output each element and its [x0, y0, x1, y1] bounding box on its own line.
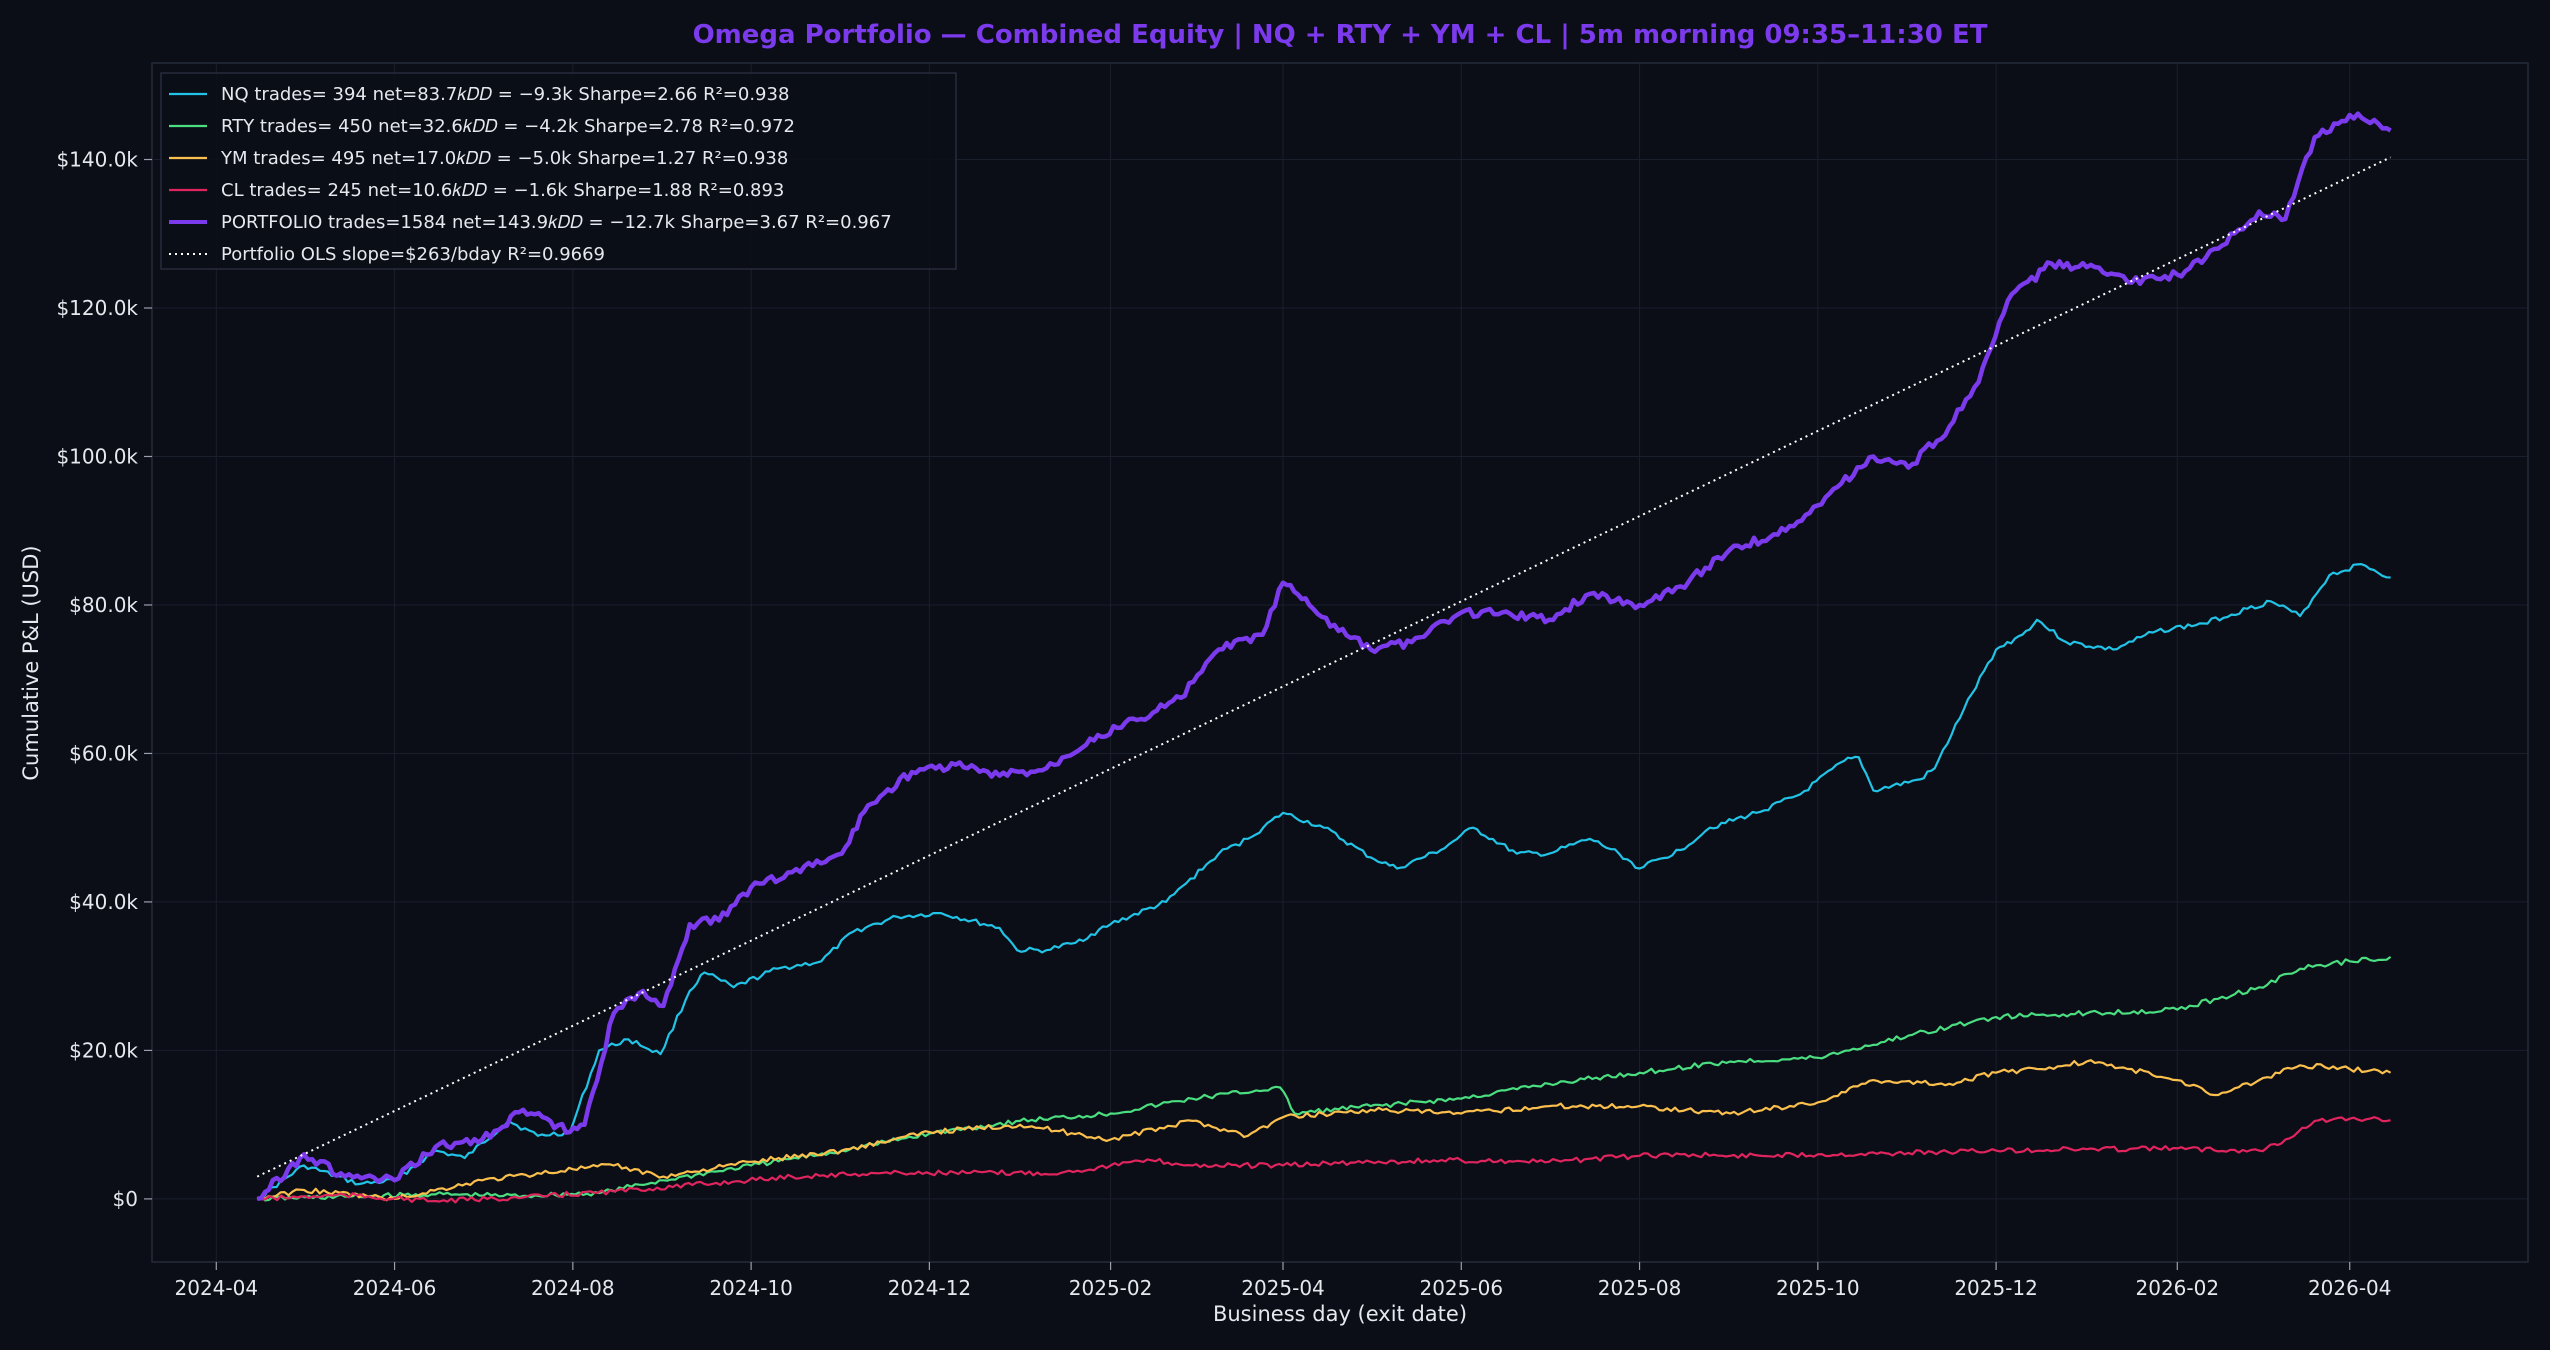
x-tick-label: 2024-04: [175, 1276, 259, 1300]
x-tick-label: 2025-10: [1776, 1276, 1860, 1300]
y-tick-label: $40.0k: [69, 890, 138, 914]
x-axis-label: Business day (exit date): [1213, 1302, 1467, 1326]
legend-label-1: RTY trades= 450 net=32.6𝑘𝐷𝐷 = −4.2k Shar…: [221, 116, 795, 137]
y-tick-label: $100.0k: [56, 444, 138, 468]
y-tick-label: $80.0k: [69, 593, 138, 617]
x-tick-label: 2024-06: [353, 1276, 437, 1300]
legend-box: [160, 72, 957, 270]
x-tick-label: 2026-04: [2308, 1276, 2392, 1300]
x-tick-label: 2025-02: [1069, 1276, 1153, 1300]
y-tick-label: $60.0k: [69, 741, 138, 765]
x-tick-label: 2025-08: [1598, 1276, 1682, 1300]
x-tick-label: 2024-10: [709, 1276, 793, 1300]
x-tick-label: 2024-12: [888, 1276, 972, 1300]
axis-ticks: 2024-04 2024-06 2024-08 2024-10 2024-12 2025-…: [56, 148, 2391, 1300]
y-tick-label: $120.0k: [56, 296, 138, 320]
plot-area-frame: [151, 62, 2529, 1263]
legend-label-3: CL trades= 245 net=10.6𝑘𝐷𝐷 = −1.6k Sharp…: [221, 180, 784, 201]
y-tick-label: $0: [113, 1187, 138, 1211]
chart-title: Omega Portfolio — Combined Equity | NQ +…: [693, 20, 1988, 50]
legend-label-0: NQ trades= 394 net=83.7𝑘𝐷𝐷 = −9.3k Sharp…: [221, 84, 789, 105]
legend: NQ trades= 394 net=83.7𝑘𝐷𝐷 = −9.3k Sharp…: [160, 72, 957, 270]
x-tick-label: 2026-02: [2136, 1276, 2220, 1300]
series-line-4: [256, 111, 2392, 1202]
y-axis-label: Cumulative P&L (USD): [19, 545, 43, 780]
x-tick-label: 2025-12: [1954, 1276, 2038, 1300]
legend-label-5: Portfolio OLS slope=$263/bday R²=0.9669: [221, 244, 605, 265]
y-tick-label: $20.0k: [69, 1038, 138, 1062]
series-line-2: [256, 1059, 2392, 1202]
x-tick-label: 2024-08: [531, 1276, 615, 1300]
series-line-3: [257, 1116, 2391, 1204]
series-lines: [256, 111, 2392, 1204]
legend-label-2: YM trades= 495 net=17.0𝑘𝐷𝐷 = −5.0k Sharp…: [220, 148, 788, 169]
x-tick-label: 2025-04: [1241, 1276, 1325, 1300]
series-line-5: [256, 156, 2392, 1178]
series-line-0: [256, 563, 2391, 1200]
legend-label-4: PORTFOLIO trades=1584 net=143.9𝑘𝐷𝐷 = −12…: [221, 212, 892, 233]
y-tick-label: $140.0k: [56, 148, 138, 172]
x-tick-label: 2025-06: [1419, 1276, 1503, 1300]
